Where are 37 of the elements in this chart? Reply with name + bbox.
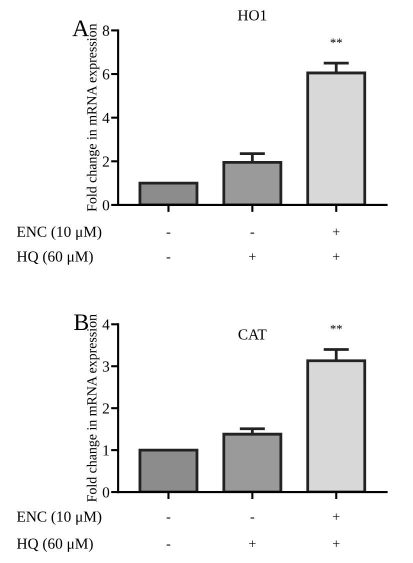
y-tick-label: 6: [102, 69, 110, 80]
text: +: [333, 228, 340, 236]
text: ENC (10 μM): [16, 511, 102, 525]
text: -: [166, 232, 170, 234]
text: HQ (60 μM): [16, 538, 93, 552]
chart-title: CAT: [238, 329, 267, 340]
bar: [138, 448, 198, 492]
text: +: [333, 253, 340, 260]
y-tick-label: 2: [102, 403, 109, 414]
annotation: **: [330, 38, 342, 44]
text: ENC (10 μM): [16, 226, 102, 240]
text: HQ (60 μM): [16, 250, 93, 265]
text: -: [250, 518, 254, 519]
text: +: [333, 540, 340, 547]
text: A: [72, 20, 90, 36]
bar: [138, 182, 198, 205]
text: +: [249, 540, 256, 547]
y-axis-title: Fold change in mRNA expression: [86, 314, 100, 502]
bar: [222, 432, 282, 492]
y-axis-title: Fold change in mRNA expression: [86, 24, 100, 212]
y-tick-label: 8: [102, 26, 110, 36]
y-tick-label: 4: [102, 112, 110, 123]
text: -: [166, 518, 170, 519]
text: +: [249, 253, 256, 260]
text: -: [166, 257, 170, 258]
y-tick-label: 2: [102, 156, 109, 167]
y-tick-label: 0: [102, 200, 110, 210]
y-tick-label: 1: [103, 445, 109, 456]
text: -: [166, 544, 170, 546]
text: -: [250, 232, 254, 234]
y-tick-label: 3: [102, 361, 110, 372]
chart-title: HO1: [238, 10, 266, 20]
y-tick-label: 0: [102, 487, 110, 498]
text: +: [333, 513, 340, 520]
annotation: **: [330, 324, 342, 330]
y-tick-label: 4: [102, 320, 110, 330]
text: B: [74, 314, 88, 330]
